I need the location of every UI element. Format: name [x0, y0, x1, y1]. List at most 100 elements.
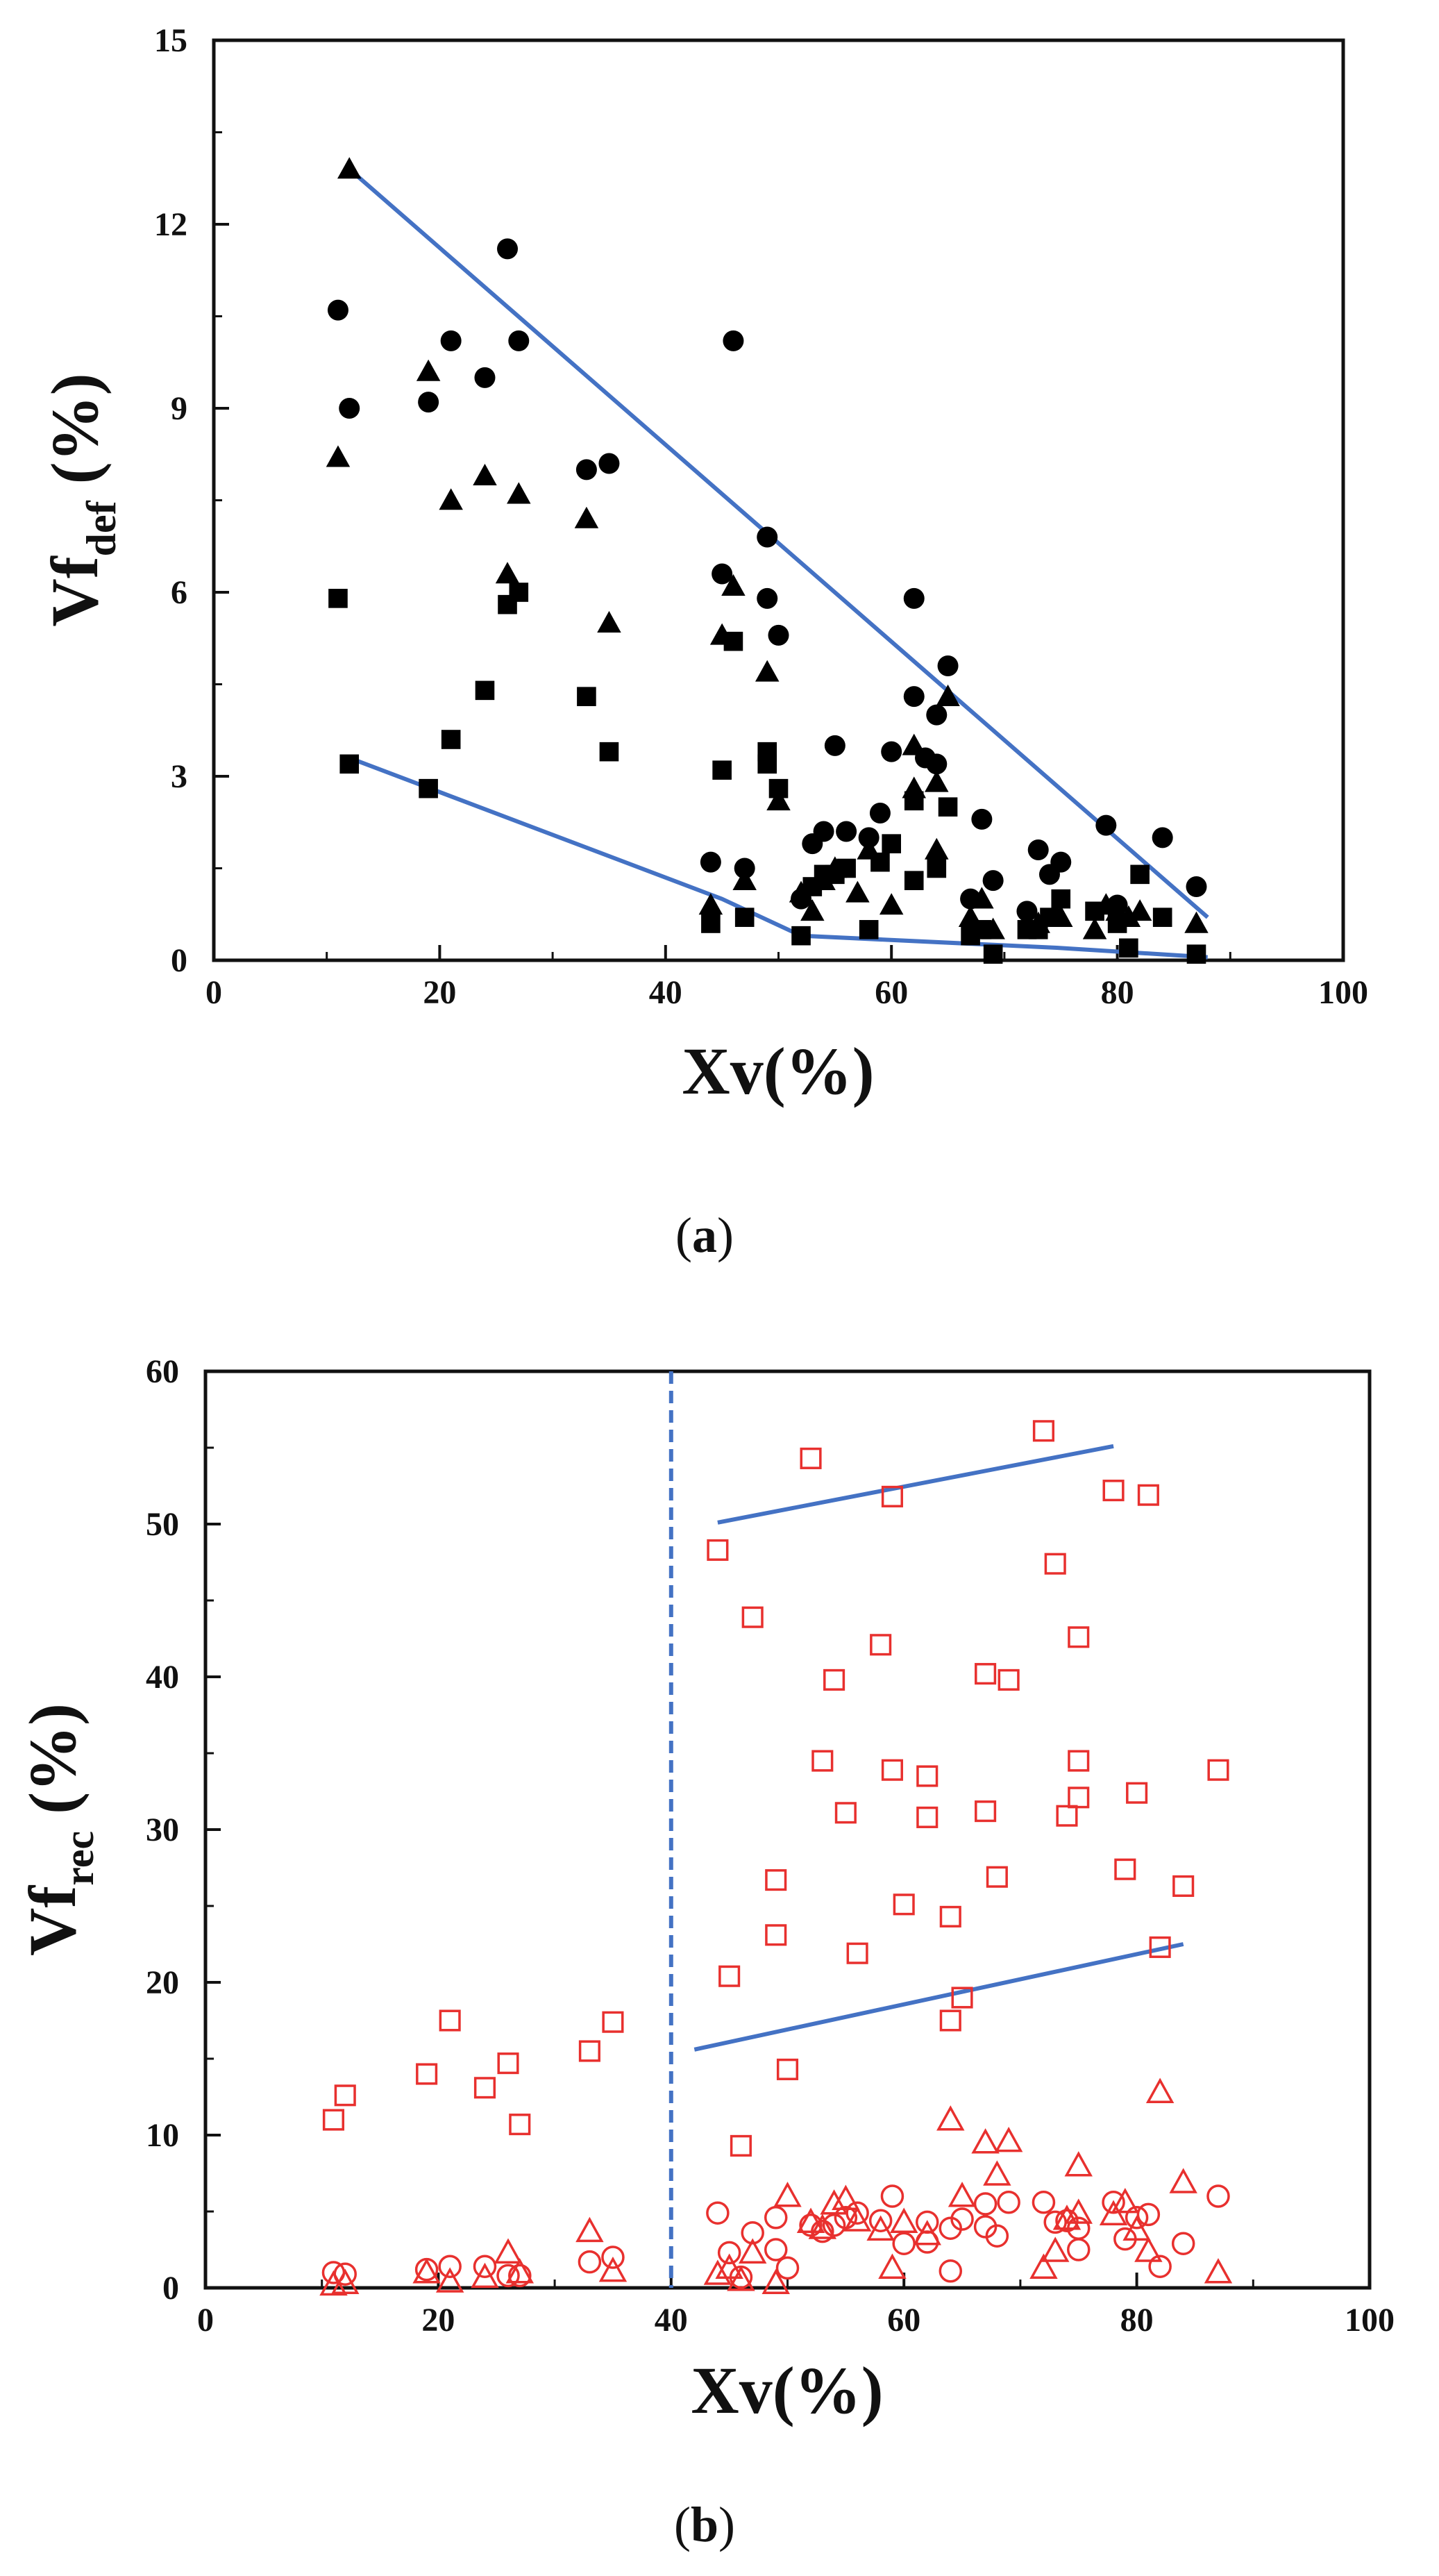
data-point-squares: [416, 2063, 438, 2085]
fit-lines-b: [693, 1444, 1184, 2052]
data-point-triangles: [889, 2207, 918, 2233]
data-point-triangles: [820, 2189, 848, 2215]
x-tick-label: 80: [1120, 2302, 1154, 2339]
data-point-triangles: [505, 2258, 535, 2284]
data-point-squares: [1172, 1875, 1195, 1897]
data-point-squares: [1068, 1787, 1090, 1809]
data-point-squares: [823, 1668, 845, 1691]
data-point-circles: [903, 686, 925, 708]
data-point-circles: [414, 2257, 439, 2282]
data-point-squares: [916, 1765, 939, 1787]
data-point-circles: [950, 2207, 974, 2231]
x-tick-label: 80: [1101, 974, 1134, 1011]
data-point-circles: [1152, 827, 1173, 848]
data-point-triangles: [1169, 2168, 1197, 2193]
panel-a: 0 20 40 60 80 100 0 3 6 9 12 15 Xv(%) Vfdef (%) (a): [37, 22, 1368, 1263]
y-axis-title-main-a: Vf: [37, 555, 112, 626]
data-point-squares: [1068, 1750, 1090, 1772]
data-point-squares: [339, 754, 360, 774]
data-point-squares: [473, 2077, 496, 2099]
x-tick-label: 20: [423, 974, 456, 1011]
data-point-squares: [439, 2009, 461, 2032]
data-point-triangles: [1122, 2215, 1151, 2241]
data-point-squares: [986, 1866, 1008, 1888]
x-tick-label: 100: [1345, 2302, 1395, 2339]
panel-label-a-open: (: [675, 1207, 692, 1263]
data-point-triangles: [800, 899, 825, 921]
data-point-triangles: [878, 2253, 907, 2279]
data-point-triangles: [337, 157, 362, 179]
data-point-squares: [927, 858, 947, 878]
data-point-triangles: [789, 880, 814, 903]
data-point-circles: [321, 2261, 346, 2284]
data-point-circles: [1102, 2191, 1125, 2214]
data-point-triangles: [925, 837, 949, 860]
data-point-squares: [734, 908, 755, 927]
y-axis-title-sub-b: rec: [56, 1831, 102, 1886]
data-point-squares: [730, 2134, 752, 2157]
data-point-squares: [1056, 1805, 1078, 1827]
data-point-squares: [1040, 908, 1059, 927]
data-point-circles: [508, 2264, 532, 2288]
data-point-squares: [712, 760, 732, 780]
data-point-squares: [718, 1965, 741, 1987]
data-point-circles: [836, 821, 857, 842]
x-axis-title-b: Xv(%): [691, 2353, 883, 2427]
data-point-triangles: [1111, 2187, 1140, 2214]
data-point-triangles: [808, 2214, 837, 2239]
ticks-a: [212, 39, 1345, 962]
data-point-circles: [1067, 2238, 1091, 2261]
data-point-squares: [1102, 1480, 1125, 1502]
data-point-squares: [870, 1634, 892, 1656]
data-point-circles: [775, 2256, 800, 2280]
data-point-squares: [881, 1759, 903, 1781]
data-point-triangles: [832, 2184, 860, 2210]
data-point-circles: [717, 2241, 741, 2265]
panel-label-b-close: ): [718, 2497, 735, 2552]
data-point-circles: [706, 2201, 730, 2225]
data-point-triangles: [766, 789, 791, 811]
data-point-squares: [602, 2011, 624, 2033]
data-point-circles: [811, 2219, 834, 2243]
data-point-circles: [881, 741, 902, 762]
data-point-triangles: [970, 887, 994, 909]
data-point-circles: [813, 821, 834, 842]
data-point-triangles: [902, 733, 926, 755]
data-point-triangles: [796, 2207, 825, 2233]
y-tick-label: 3: [171, 758, 187, 795]
data-point-triangles: [732, 868, 757, 890]
data-point-squares: [497, 2052, 519, 2075]
data-point-triangles: [575, 2216, 604, 2243]
data-point-squares: [916, 1806, 939, 1828]
tick-labels-b: 0 20 40 60 80 100 0 10 20 30 40 50 60: [146, 1353, 1395, 2339]
data-point-squares: [1051, 889, 1071, 909]
data-point-circles: [1113, 2227, 1137, 2251]
data-point-circles: [339, 398, 360, 419]
data-point-squares: [578, 2040, 600, 2062]
data-point-squares: [419, 778, 438, 798]
data-point-circles: [768, 624, 789, 646]
data-point-squares: [701, 914, 721, 933]
y-tick-label: 30: [146, 1812, 179, 1848]
data-point-triangles: [507, 482, 531, 504]
data-point-squares: [939, 1905, 961, 1927]
data-point-squares: [951, 1987, 973, 2009]
data-point-circles: [438, 2255, 462, 2278]
data-point-circles: [1027, 839, 1049, 860]
data-point-squares: [800, 1447, 822, 1469]
data-point-circles: [712, 563, 733, 585]
data-point-circles: [822, 2214, 846, 2237]
data-point-squares: [509, 583, 529, 602]
data-point-squares: [577, 687, 596, 706]
y-axis-title-suffix-b: (%): [15, 1703, 90, 1831]
data-point-squares: [1186, 944, 1206, 964]
data-point-triangles: [698, 893, 723, 915]
data-point-circles: [601, 2245, 625, 2269]
data-point-circles: [915, 2230, 939, 2254]
data-point-circles: [1032, 2191, 1056, 2214]
data-point-triangles: [1184, 911, 1209, 933]
x-tick-label: 20: [421, 2302, 455, 2339]
data-point-circles: [926, 704, 948, 726]
data-point-circles: [892, 2232, 916, 2255]
